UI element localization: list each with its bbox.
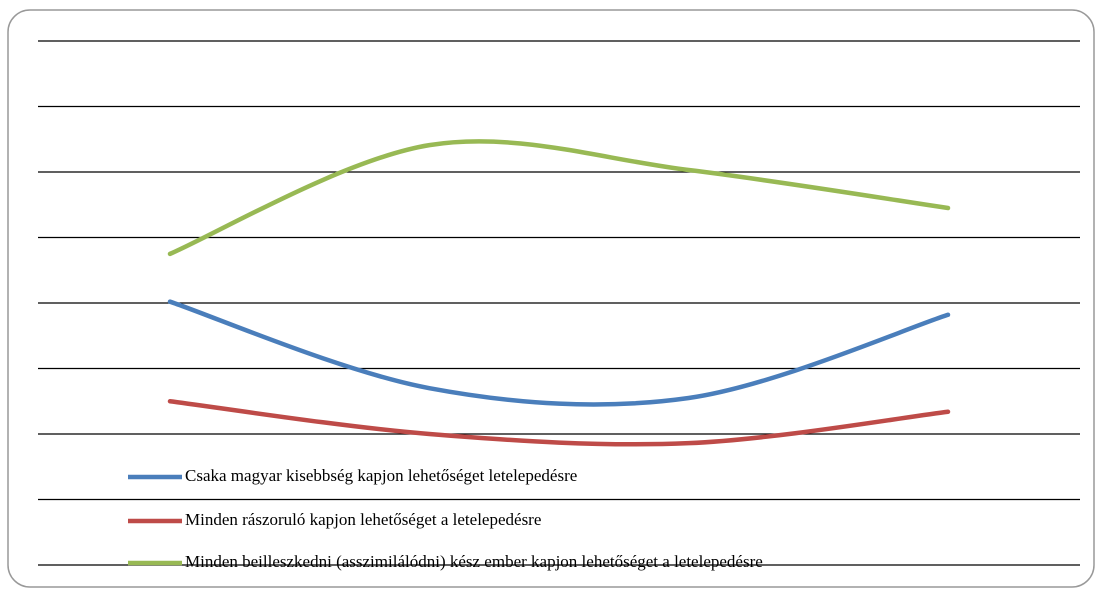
chart-frame bbox=[7, 9, 1095, 588]
series-line bbox=[167, 299, 951, 407]
legend-label: Csaka magyar kisebbség kapjon lehetősége… bbox=[185, 466, 577, 485]
series-line bbox=[167, 399, 951, 447]
legend-label: Minden beilleszkedni (asszimilálódni) ké… bbox=[185, 552, 763, 571]
legend-label: Minden rászoruló kapjon lehetőséget a le… bbox=[185, 510, 541, 529]
series-line bbox=[167, 139, 951, 257]
